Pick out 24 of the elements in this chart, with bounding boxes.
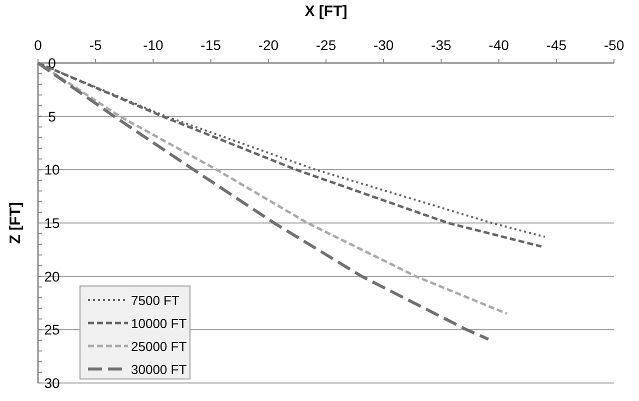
x-tick-label: -15 — [200, 37, 222, 53]
x-tick-label: -10 — [143, 37, 164, 53]
x-tick-label: -50 — [604, 37, 624, 53]
legend-label: 10000 FT — [131, 316, 187, 331]
y-tick-label: 0 — [48, 55, 56, 71]
y-tick-label: 15 — [44, 215, 60, 231]
legend-label: 25000 FT — [131, 339, 187, 354]
legend-label: 30000 FT — [131, 362, 187, 377]
y-tick-label: 20 — [44, 268, 60, 284]
x-tick-label: -5 — [89, 37, 102, 53]
x-tick-label: -25 — [316, 37, 336, 53]
x-tick-label: -45 — [546, 37, 567, 53]
y-tick-label: 5 — [48, 108, 56, 124]
y-tick-label: 30 — [44, 375, 60, 391]
x-tick-label: -35 — [431, 37, 452, 53]
x-tick-label: -20 — [258, 37, 279, 53]
y-tick-label: 10 — [44, 162, 60, 178]
x-tick-label: -30 — [373, 37, 394, 53]
y-axis-title: Z [FT] — [7, 202, 24, 244]
legend-label: 7500 FT — [131, 293, 180, 308]
x-tick-label: -40 — [488, 37, 510, 53]
x-axis-title: X [FT] — [304, 3, 348, 20]
x-tick-label: 0 — [34, 37, 42, 53]
y-tick-label: 25 — [44, 322, 60, 338]
